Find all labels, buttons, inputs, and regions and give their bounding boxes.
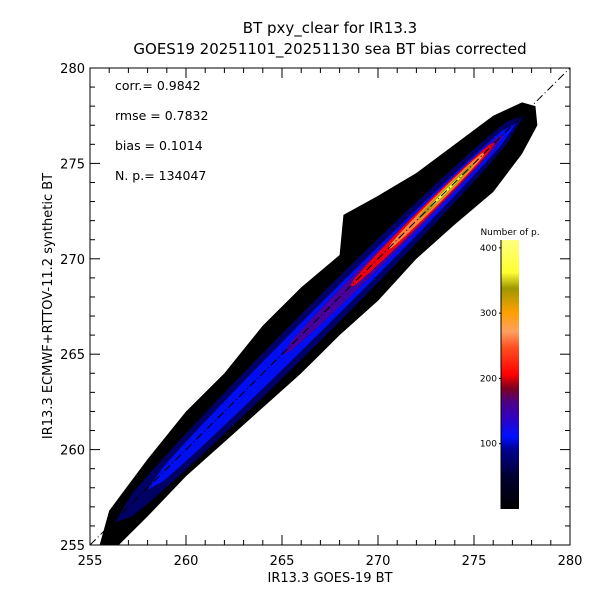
x-tick-label: 270	[366, 554, 391, 569]
x-tick-label: 260	[174, 554, 199, 569]
colorbar-tick-label: 400	[480, 244, 497, 254]
colorbar-ticks: 100 200 300 400	[480, 244, 501, 450]
chart-subtitle: GOES19 20251101_20251130 sea BT bias cor…	[133, 40, 526, 59]
x-axis-label: IR13.3 GOES-19 BT	[268, 571, 393, 586]
x-tick-label: 275	[462, 554, 487, 569]
y-tick-label: 265	[60, 348, 85, 363]
chart-title: BT pxy_clear for IR13.3	[243, 19, 417, 38]
colorbar-title: Number of p.	[480, 228, 539, 238]
plot-frame	[89, 67, 571, 546]
colorbar-tick-label: 200	[480, 374, 497, 384]
stat-corr: corr.= 0.9842	[115, 78, 201, 93]
stat-rmse: rmse = 0.7832	[115, 108, 208, 123]
y-tick-label: 255	[60, 539, 85, 554]
axis-ticks: 255 260 265 270 275 280 255 260 265 270 275 280	[60, 62, 582, 569]
y-tick-label: 280	[60, 62, 85, 77]
stat-bias: bias = 0.1014	[115, 138, 203, 153]
x-tick-label: 265	[270, 554, 295, 569]
density-cloud	[99, 102, 538, 545]
y-tick-label: 275	[60, 157, 85, 172]
y-axis-label: IR13.3 ECMWF+RTTOV-11.2 synthetic BT	[41, 173, 56, 439]
colorbar-tick-label: 100	[480, 440, 497, 450]
identity-line	[89, 67, 571, 546]
y-tick-label: 270	[60, 253, 85, 268]
y-tick-label: 260	[60, 444, 85, 459]
colorbar-tick-label: 300	[480, 309, 497, 319]
colorbar	[501, 240, 519, 509]
stat-np: N. p.= 134047	[115, 168, 206, 183]
x-tick-label: 255	[78, 554, 103, 569]
x-tick-label: 280	[558, 554, 583, 569]
